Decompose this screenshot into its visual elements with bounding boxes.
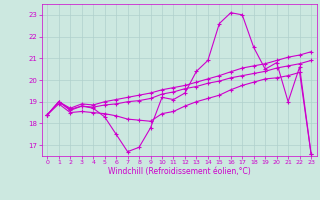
X-axis label: Windchill (Refroidissement éolien,°C): Windchill (Refroidissement éolien,°C) [108,167,251,176]
